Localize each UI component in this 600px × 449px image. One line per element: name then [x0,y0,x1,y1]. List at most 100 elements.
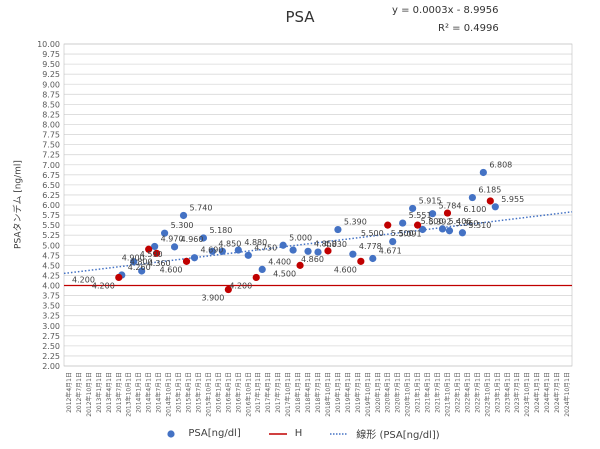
x-tick-label: 2014年4月1日 [145,372,153,413]
legend-label: 線形 (PSA[ng/dl]) [356,430,440,441]
psa-point [244,251,252,259]
data-label: 5.784 [439,202,462,211]
x-tick-label: 2017年1月1日 [254,372,262,413]
threshold-label: 4.200 [72,276,95,285]
data-label: 5.800 [421,217,444,226]
h-point [252,273,260,282]
y-tick-label: 9.50 [42,60,60,69]
y-tick-label: 3.50 [42,302,60,311]
y-tick-label: 4.00 [42,282,60,291]
x-tick-label: 2012年10月1日 [85,372,93,417]
x-tick-label: 2013年4月1日 [105,372,113,413]
data-label: 5.915 [419,196,442,205]
x-tick-label: 2019年4月1日 [344,372,352,413]
data-label: 5.300 [171,221,194,230]
y-tick-label: 5.75 [42,211,60,220]
x-tick-label: 2021年1月1日 [414,372,422,413]
data-label: 6.185 [478,186,501,195]
x-tick-label: 2018年1月1日 [294,372,302,413]
y-tick-label: 5.25 [42,231,60,240]
data-label: 5.000 [289,233,312,242]
psa-point [151,242,159,251]
legend-dotted-line-icon [330,432,349,435]
legend-item-psa: PSA[ng/dl] [160,426,241,441]
x-tick-label: 2022年10月1日 [483,372,491,417]
x-tick-label: 2020年10月1日 [404,372,412,417]
x-tick-label: 2015年1月1日 [175,372,183,413]
trendline [63,211,573,275]
y-tick-label: 8.50 [42,100,60,109]
psa-point [161,229,169,237]
psa-point [234,246,242,254]
psa-point [458,229,467,237]
x-tick-label: 2016年1月1日 [214,372,222,413]
h-point [357,257,365,265]
x-tick-label: 2015年7月1日 [194,372,202,413]
plot-border [63,43,573,367]
psa-point [349,250,357,258]
trendline-r-squared: R² = 0.4996 [438,23,499,34]
data-label: 4.750 [254,243,277,252]
trendline-equation: y = 0.0003x - 8.9956 [392,5,499,16]
x-tick-label: 2022年7月1日 [473,372,481,413]
data-label: 4.690 [200,246,223,255]
data-label: 4.900 [122,253,145,262]
data-label: 5.955 [501,195,524,204]
y-tick-label: 6.25 [42,191,60,200]
h-point [296,261,304,269]
psa-point [334,225,342,234]
data-label: 4.850 [314,239,337,248]
psa-point [190,254,199,262]
data-label: 5.390 [344,218,367,227]
y-tick-label: 3.00 [42,322,60,331]
h-point [486,197,494,205]
data-label: 4.600 [334,265,357,274]
psa-point [445,227,454,235]
y-tick-label: 2.25 [42,352,60,361]
x-tick-label: 2013年7月1日 [115,372,123,413]
x-tick-label: 2023年7月1日 [513,372,521,413]
psa-point [409,204,417,213]
psa-point [289,246,297,254]
x-tick-label: 2013年1月1日 [95,372,103,413]
legend-line-icon [268,432,287,435]
x-tick-label: 2016年10月1日 [244,372,252,417]
y-tick-label: 8.75 [42,90,60,99]
y-tick-label: 2.50 [42,342,60,351]
data-points [115,168,499,294]
psa-point [304,247,312,255]
legend: PSA[ng/dl] H 線形 (PSA[ng/dl]) [0,426,600,441]
y-tick-label: 7.50 [42,141,60,150]
legend-item-trend: 線形 (PSA[ng/dl]) [328,426,440,441]
data-label: 4.600 [160,265,183,274]
data-label: 6.808 [489,160,512,169]
data-label: 4.400 [268,257,291,266]
x-tick-label: 2024年7月1日 [553,372,561,413]
data-label: 4.778 [359,242,382,251]
x-tick-label: 2020年4月1日 [384,372,392,413]
data-label: 4.671 [379,246,402,255]
y-tick-label: 7.00 [42,161,60,170]
x-tick-label: 2017年10月1日 [284,372,292,417]
y-tick-label: 5.00 [42,241,60,250]
x-tick-label: 2014年7月1日 [155,372,163,413]
data-label: 4.500 [273,269,296,278]
x-tick-label: 2012年7月1日 [75,372,83,413]
y-tick-label: 7.25 [42,151,60,160]
x-tick-label: 2021年4月1日 [424,372,432,413]
x-tick-label: 2016年4月1日 [224,372,232,413]
data-label: 4.960 [181,235,204,244]
psa-point [130,258,138,266]
y-tick-label: 4.75 [42,251,60,260]
data-label: 4.200 [229,281,252,290]
psa-point [218,247,226,255]
h-point [182,257,191,265]
y-tick-label: 10.00 [37,40,60,49]
psa-point [369,254,377,263]
psa-point [491,203,499,211]
data-label: 4.860 [301,255,324,264]
x-tick-label: 2018年7月1日 [314,372,322,413]
data-label: 4.970 [161,234,184,243]
x-tick-label: 2018年10月1日 [324,372,332,417]
